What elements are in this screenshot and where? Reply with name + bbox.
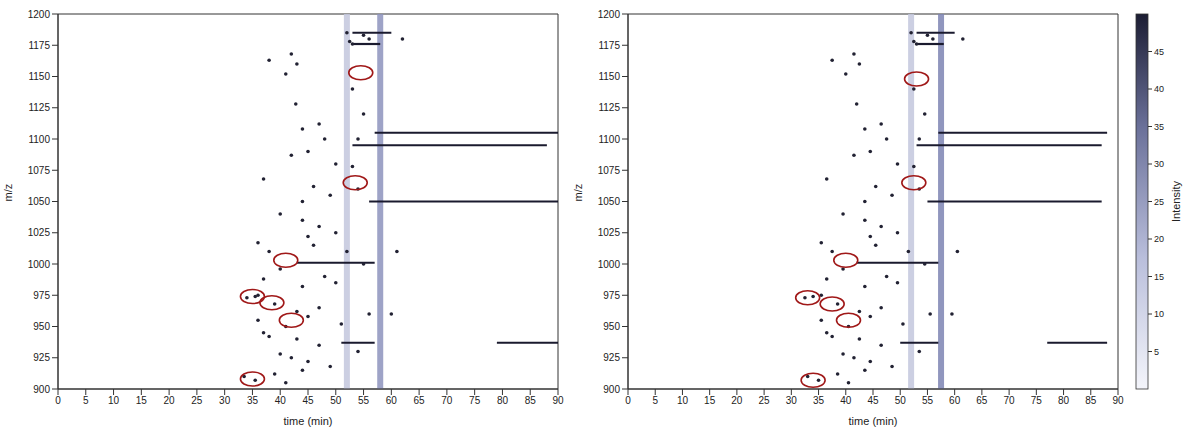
svg-text:1025: 1025 [28, 227, 51, 238]
svg-text:25: 25 [191, 395, 203, 406]
svg-text:m/z: m/z [572, 184, 584, 202]
svg-text:45: 45 [1154, 47, 1164, 57]
svg-text:70: 70 [441, 395, 453, 406]
svg-text:85: 85 [525, 395, 537, 406]
svg-text:m/z: m/z [2, 184, 14, 202]
svg-text:35: 35 [247, 395, 259, 406]
svg-text:1200: 1200 [598, 9, 621, 20]
svg-text:1200: 1200 [28, 9, 51, 20]
svg-text:35: 35 [813, 395, 825, 406]
svg-text:30: 30 [1154, 159, 1164, 169]
svg-text:1050: 1050 [28, 196, 51, 207]
svg-text:15: 15 [704, 395, 716, 406]
svg-text:80: 80 [497, 395, 509, 406]
svg-text:25: 25 [1154, 197, 1164, 207]
svg-text:time (min): time (min) [284, 415, 333, 427]
svg-text:1100: 1100 [598, 134, 620, 145]
svg-text:1000: 1000 [598, 259, 621, 270]
svg-text:40: 40 [1154, 84, 1164, 94]
svg-text:5: 5 [1154, 347, 1159, 357]
svg-text:1150: 1150 [598, 71, 620, 82]
svg-text:60: 60 [949, 395, 961, 406]
svg-text:20: 20 [1154, 234, 1164, 244]
svg-text:1075: 1075 [598, 165, 621, 176]
svg-text:15: 15 [136, 395, 148, 406]
svg-text:15: 15 [1154, 272, 1164, 282]
svg-text:25: 25 [759, 395, 771, 406]
svg-text:70: 70 [1004, 395, 1016, 406]
svg-text:0: 0 [55, 395, 61, 406]
svg-text:1050: 1050 [598, 196, 621, 207]
svg-text:1025: 1025 [598, 227, 621, 238]
svg-text:5: 5 [83, 395, 89, 406]
svg-text:65: 65 [414, 395, 426, 406]
svg-text:1100: 1100 [28, 134, 50, 145]
svg-text:1125: 1125 [28, 102, 50, 113]
svg-text:1000: 1000 [28, 259, 51, 270]
svg-text:900: 900 [33, 384, 50, 395]
svg-text:20: 20 [164, 395, 176, 406]
svg-text:55: 55 [358, 395, 370, 406]
svg-text:1075: 1075 [28, 165, 51, 176]
svg-text:30: 30 [219, 395, 231, 406]
svg-text:45: 45 [867, 395, 879, 406]
svg-text:10: 10 [1154, 309, 1164, 319]
svg-text:20: 20 [731, 395, 743, 406]
svg-text:1150: 1150 [28, 71, 50, 82]
svg-text:1175: 1175 [28, 40, 50, 51]
svg-text:75: 75 [1031, 395, 1043, 406]
svg-text:85: 85 [1085, 395, 1097, 406]
svg-text:65: 65 [976, 395, 988, 406]
svg-text:975: 975 [33, 290, 50, 301]
svg-text:1125: 1125 [598, 102, 620, 113]
svg-text:900: 900 [603, 384, 620, 395]
svg-text:35: 35 [1154, 122, 1164, 132]
svg-text:40: 40 [275, 395, 287, 406]
svg-text:90: 90 [552, 395, 564, 406]
svg-text:40: 40 [840, 395, 852, 406]
svg-text:50: 50 [895, 395, 907, 406]
svg-text:975: 975 [603, 290, 620, 301]
svg-text:45: 45 [302, 395, 314, 406]
svg-text:Intensity: Intensity [1170, 181, 1182, 222]
svg-text:60: 60 [386, 395, 398, 406]
svg-text:90: 90 [1112, 395, 1124, 406]
svg-text:950: 950 [33, 321, 50, 332]
svg-text:80: 80 [1058, 395, 1070, 406]
svg-text:10: 10 [677, 395, 689, 406]
svg-text:5: 5 [652, 395, 658, 406]
svg-text:1175: 1175 [598, 40, 620, 51]
svg-text:10: 10 [108, 395, 120, 406]
svg-text:925: 925 [603, 352, 620, 363]
svg-text:30: 30 [786, 395, 798, 406]
svg-text:925: 925 [33, 352, 50, 363]
svg-text:50: 50 [330, 395, 342, 406]
svg-text:time (min): time (min) [849, 415, 898, 427]
svg-text:55: 55 [922, 395, 934, 406]
svg-text:950: 950 [603, 321, 620, 332]
svg-text:0: 0 [625, 395, 631, 406]
svg-text:75: 75 [469, 395, 481, 406]
